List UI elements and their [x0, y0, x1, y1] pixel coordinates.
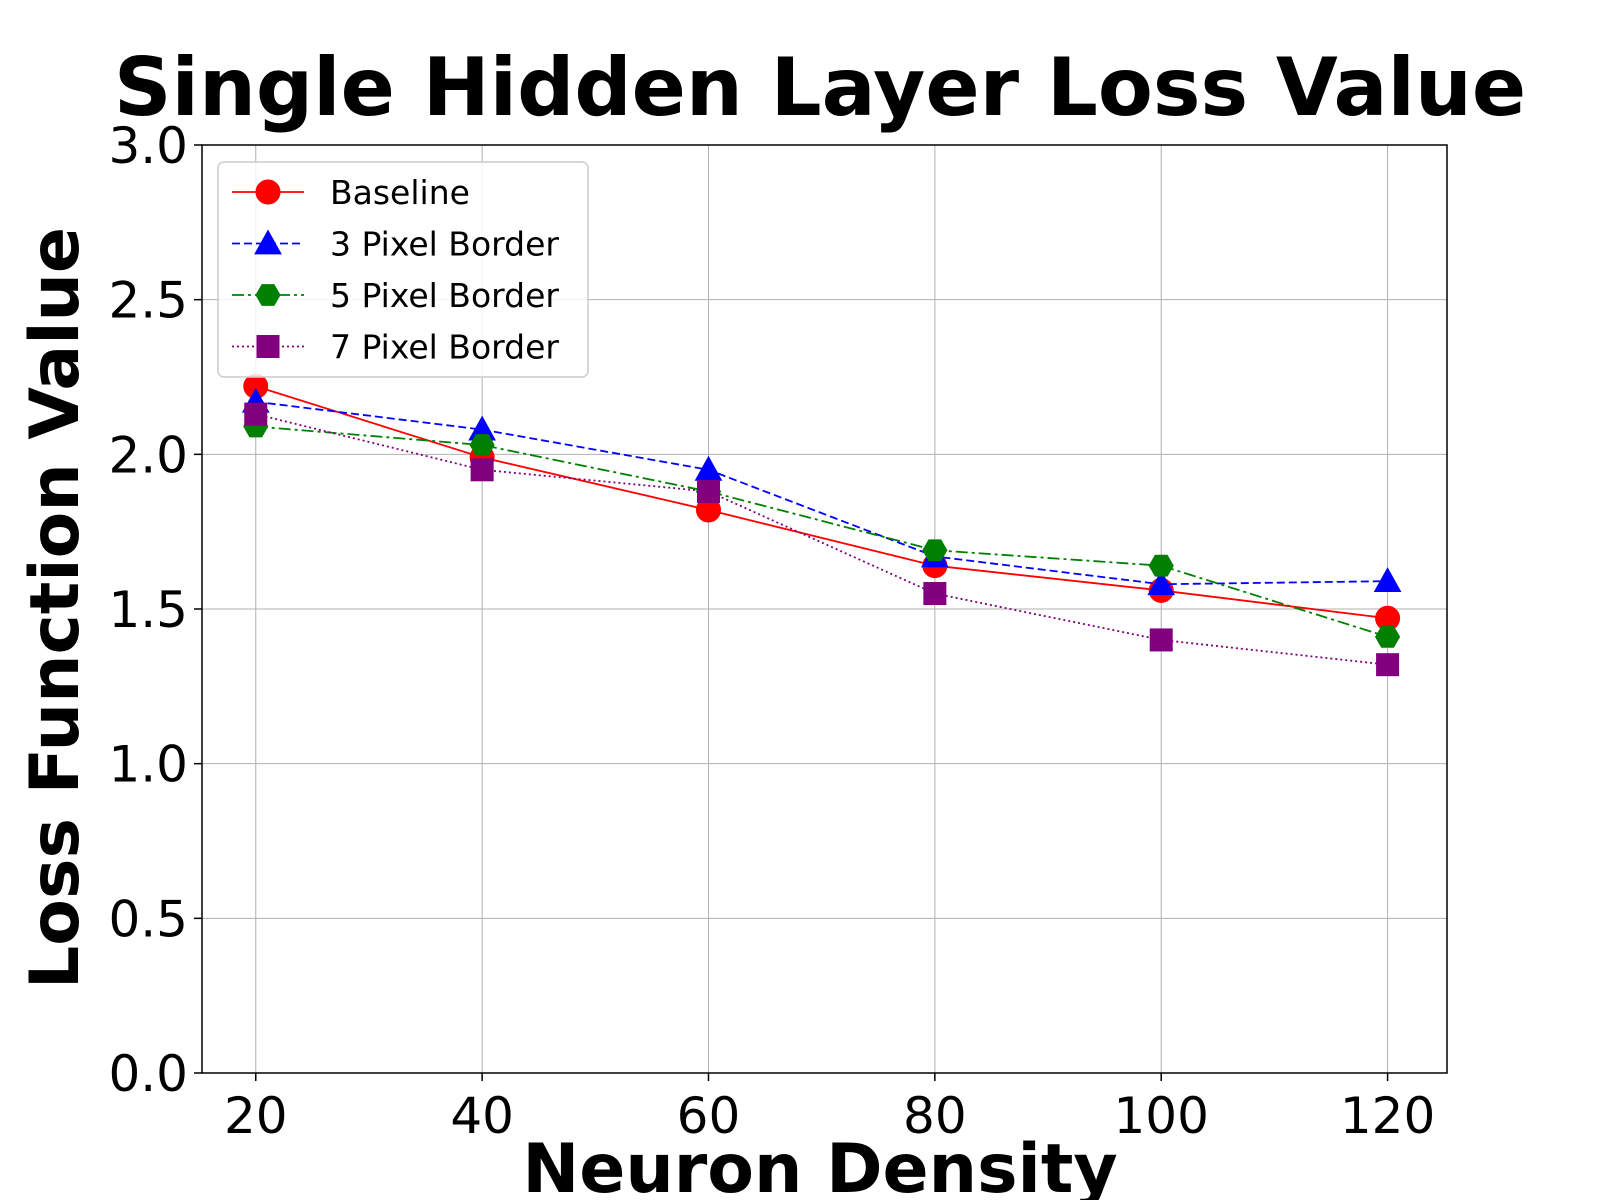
legend-label: Baseline [330, 173, 470, 212]
x-tick-label: 20 [224, 1087, 288, 1145]
y-tick-label: 0.0 [108, 1045, 188, 1103]
data-point [469, 434, 495, 456]
series-baseline [243, 373, 1401, 631]
legend-item: 3 Pixel Border [232, 225, 559, 264]
legend-marker [256, 335, 280, 358]
series-7-pixel-border [244, 402, 1400, 677]
chart-title: Single Hidden Layer Loss Value [114, 41, 1526, 134]
legend-label: 3 Pixel Border [330, 225, 559, 264]
x-tick-label: 100 [1113, 1087, 1208, 1145]
legend-item: Baseline [232, 173, 470, 212]
series-line [255, 425, 1388, 638]
legend: Baseline 3 Pixel Border 5 Pixel Border 7 Pi… [217, 161, 589, 378]
data-point [923, 582, 947, 606]
series-3-pixel-border [241, 387, 1402, 596]
legend-marker [255, 179, 281, 205]
y-tick-label: 0.5 [108, 890, 188, 948]
x-tick-label: 80 [903, 1087, 967, 1145]
data-point [1375, 625, 1401, 648]
y-tick-label: 2.0 [108, 426, 188, 484]
data-point [1376, 653, 1400, 677]
data-point [1149, 628, 1173, 652]
data-point [470, 458, 494, 482]
y-tick-label: 3.0 [108, 117, 188, 175]
legend-box [217, 161, 589, 378]
legend-label: 7 Pixel Border [330, 328, 559, 367]
series-group [241, 373, 1402, 677]
legend-item: 7 Pixel Border [232, 328, 559, 367]
series-line [255, 400, 1388, 586]
data-point [1373, 567, 1402, 593]
legend-item: 5 Pixel Border [232, 276, 559, 315]
series-line [255, 413, 1388, 666]
legend-marker [255, 284, 281, 306]
x-axis-label: Neuron Density [522, 1130, 1117, 1200]
legend-marker [254, 229, 282, 255]
y-axis-label: Loss Function Value [16, 227, 95, 989]
series-5-pixel-border [243, 415, 1401, 648]
legend-label: 5 Pixel Border [330, 276, 559, 315]
x-tick-label: 120 [1340, 1087, 1435, 1145]
y-tick-label: 2.5 [108, 272, 188, 330]
data-point [1147, 570, 1176, 596]
y-tick-label: 1.0 [108, 736, 188, 794]
data-point [696, 479, 720, 503]
data-point [1148, 554, 1174, 577]
data-point [922, 539, 948, 562]
data-point [244, 402, 268, 426]
x-tick-label: 40 [450, 1087, 514, 1145]
y-tick-label: 1.5 [108, 581, 188, 639]
x-tick-label: 60 [677, 1087, 741, 1145]
axis-ticks: 20 40 60 80 100 120 0.0 0.5 1.0 1.5 2.0 2.5 3.0 [108, 117, 1435, 1145]
series-line [255, 385, 1388, 620]
